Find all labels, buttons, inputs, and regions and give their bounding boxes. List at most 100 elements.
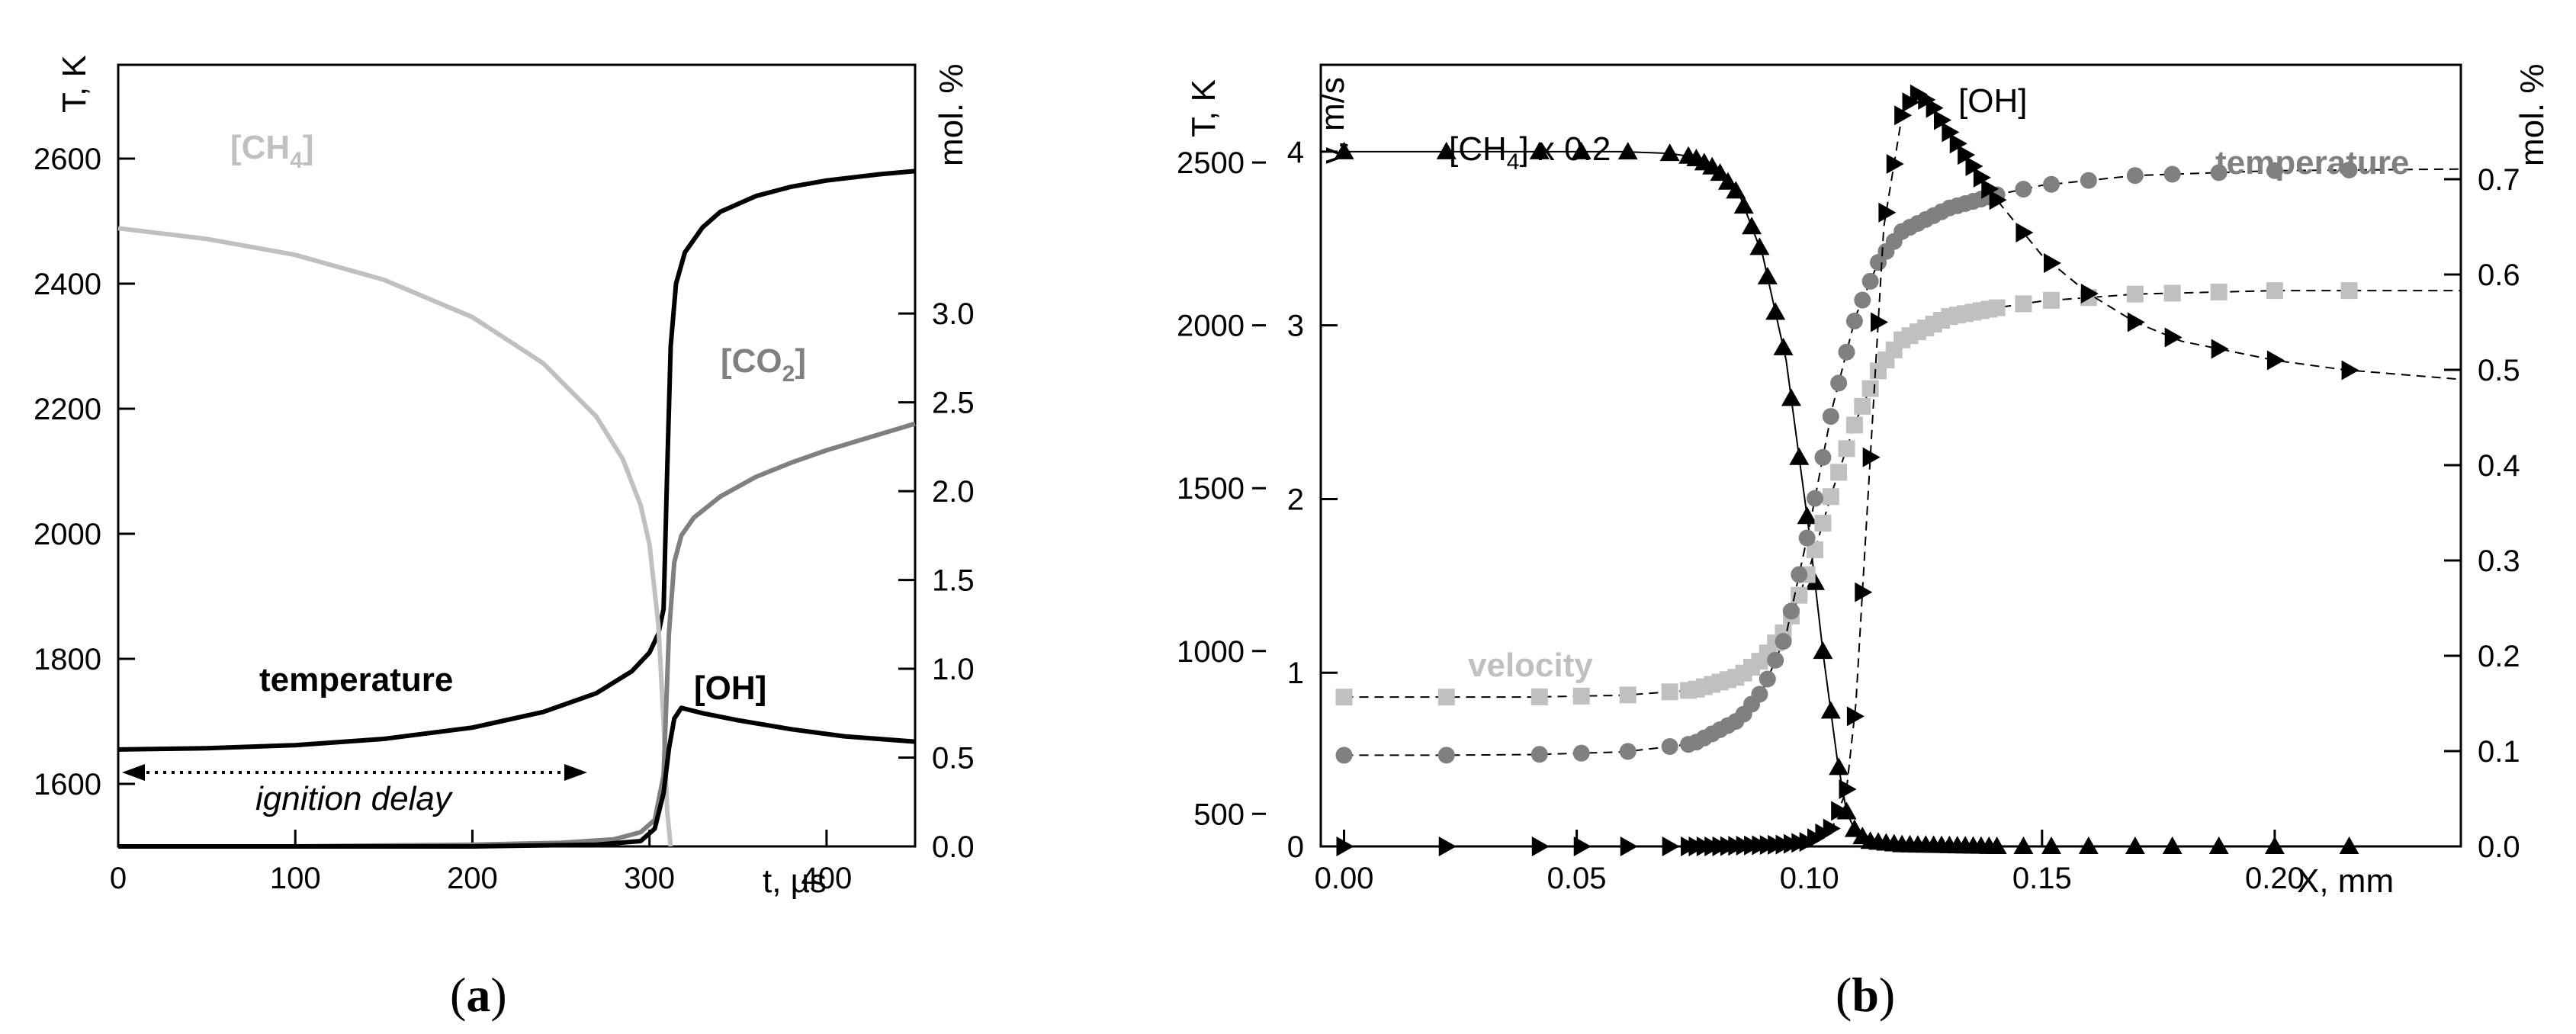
panel-b-label-ch4-main: [CH [1449, 130, 1507, 168]
panel-b-marker-oh [2016, 223, 2034, 242]
panel-a-yright-tick-label: 2.0 [932, 475, 975, 509]
panel-b-marker-velocity [1572, 687, 1590, 705]
panel-b-marker-ch4x02 [2208, 837, 2229, 854]
panel-b-yright-tick-label: 0.3 [2478, 544, 2520, 578]
panel-b-marker-ch4x02 [1726, 181, 1746, 199]
panel-b-marker-temperature [1782, 602, 1800, 620]
panel-b-marker-ch4x02 [1710, 163, 1730, 181]
panel-b-marker-oh [1846, 706, 1865, 727]
panel-a-label-temperature: temperature [259, 661, 453, 698]
panel-b-marker-temperature [1830, 374, 1848, 392]
panel-b-marker-temperature [1767, 651, 1784, 669]
panel-a-series [117, 169, 916, 849]
ignition-delay-label: ignition delay [255, 780, 454, 817]
panel-a: 0 100 200 300 400 1600 1800 2000 2200 2400 2600 0.0… [34, 55, 975, 1022]
panel-b-marker-velocity [1437, 689, 1455, 706]
panel-b-caption: (b) [1836, 968, 1895, 1022]
panel-b-marker-ch4x02 [1757, 266, 1778, 284]
panel-b-yright-tick-label: 0.2 [2478, 640, 2520, 673]
panel-b-markers-oh [1336, 84, 2359, 856]
panel-b-marker-velocity [1335, 689, 1353, 706]
panel-b-marker-velocity [2015, 295, 2032, 313]
panel-b-marker-velocity [1861, 380, 1879, 397]
panel-b-marker-velocity [1807, 541, 1824, 558]
panel-b-marker-ch4x02 [1765, 302, 1786, 320]
panel-b-label-oh: [OH] [1958, 82, 2027, 120]
panel-b-marker-oh [1573, 837, 1592, 856]
panel-b-marker-ch4x02 [1334, 141, 1354, 159]
panel-a-axes: 0 100 200 300 400 1600 1800 2000 2200 2400 2600 0.0… [34, 143, 975, 895]
panel-b-marker-oh [1886, 154, 1904, 174]
panel-b-axes: 0.00 0.05 0.10 0.15 0.20 0 1 2 3 4 0.0 0.1 0.2 0.3 0.4… [1177, 136, 2520, 895]
panel-b-x-tick-label: 0.20 [2245, 862, 2305, 895]
panel-b-yright-tick-label: 0.5 [2478, 354, 2520, 387]
panel-b-marker-velocity [1988, 299, 2006, 316]
panel-a-ylabel-left: T, K [56, 55, 93, 113]
panel-b-marker-temperature [1791, 566, 1808, 583]
panel-b-marker-ch4x02 [1987, 837, 2007, 854]
panel-b-marker-ch4x02 [1617, 142, 1638, 160]
panel-a-label-ch4: [CH4] [230, 129, 314, 173]
panel-b-marker-velocity [1661, 683, 1678, 701]
panel-b-marker-temperature [1619, 743, 1636, 760]
panel-b-label-temperature: temperature [2215, 144, 2409, 181]
panel-b-xlabel: X, mm [2297, 862, 2394, 900]
panel-a-caption-open: ( [450, 968, 466, 1022]
panel-b-marker-oh [1981, 178, 1999, 199]
panel-a-yleft-tick-label: 1600 [34, 768, 101, 801]
panel-b-marker-oh [1934, 110, 1952, 130]
panel-b-marker-velocity [1822, 488, 1839, 506]
panel-b-marker-ch4x02 [1742, 217, 1762, 235]
panel-b-marker-temperature [2015, 181, 2032, 198]
panel-b-marker-oh [2341, 360, 2359, 381]
panel-b-marker-velocity [2210, 283, 2228, 300]
panel-a-label-ch4-close: ] [303, 129, 314, 166]
panel-b-marker-ch4x02 [2264, 837, 2285, 854]
panel-a-yright-tick-label: 1.5 [932, 564, 975, 598]
panel-b-marker-ch4x02 [1829, 757, 1849, 776]
panel-a-series-ch4 [117, 226, 673, 847]
panel-b-marker-oh [1855, 582, 1873, 602]
panel-b-label-ch4: [CH4] x 0.2 [1449, 130, 1611, 175]
panel-b-marker-oh [1336, 837, 1354, 856]
panel-b-marker-oh [1662, 837, 1680, 856]
panel-b-marker-oh [1871, 312, 1889, 332]
panel-b-x-tick-label: 0.00 [1315, 862, 1374, 895]
panel-b-marker-oh [2044, 253, 2062, 273]
panel-b-caption-open: ( [1836, 968, 1852, 1022]
panel-b-marker-temperature [2126, 167, 2144, 185]
panel-b-marker-oh [1531, 837, 1550, 856]
panel-b-marker-velocity [1814, 515, 1832, 532]
panel-b-plot-frame [1319, 63, 2462, 848]
panel-b-marker-oh [1989, 190, 2007, 210]
panel-b-x-tick-label: 0.05 [1547, 862, 1607, 895]
panel-b-line-oh [1344, 92, 2462, 847]
panel-b-marker-velocity [2340, 282, 2358, 300]
panel-b-marker-oh [1942, 122, 1960, 143]
panel-b-marker-temperature [2163, 165, 2181, 183]
panel-b-marker-oh [1862, 447, 1881, 467]
panel-a-label-oh: [OH] [694, 670, 766, 707]
panel-b-marker-ch4x02 [1813, 641, 1833, 660]
panel-b-marker-temperature [1798, 529, 1816, 547]
panel-b-marker-oh [2211, 339, 2229, 359]
panel-b-marker-velocity [1830, 464, 1848, 481]
panel-b-marker-oh [1831, 801, 1849, 821]
panel-b-marker-temperature [1814, 448, 1832, 466]
panel-b-marker-oh [1823, 818, 1841, 839]
panel-b-marker-temperature [1531, 746, 1548, 763]
panel-b-marker-ch4x02 [2125, 837, 2145, 854]
panel-b-marker-temperature [1845, 313, 1863, 330]
panel-b-marker-oh [1839, 779, 1857, 799]
panel-a-yright-tick-label: 2.5 [932, 387, 975, 420]
panel-a-series-co2 [118, 421, 916, 849]
panel-b-marker-temperature [1775, 633, 1792, 650]
panel-a-yright-tick-label: 1.0 [932, 653, 975, 686]
panel-b-marker-temperature [2080, 172, 2097, 189]
panel-b-ylabel-temperature: T, K [1185, 79, 1222, 137]
panel-b-yright-tick-label: 0.1 [2478, 735, 2520, 769]
panel-b-markers-ch4x02 [1334, 141, 2359, 854]
panel-b-series [1334, 84, 2462, 856]
panel-b-marker-oh [1926, 98, 1944, 118]
